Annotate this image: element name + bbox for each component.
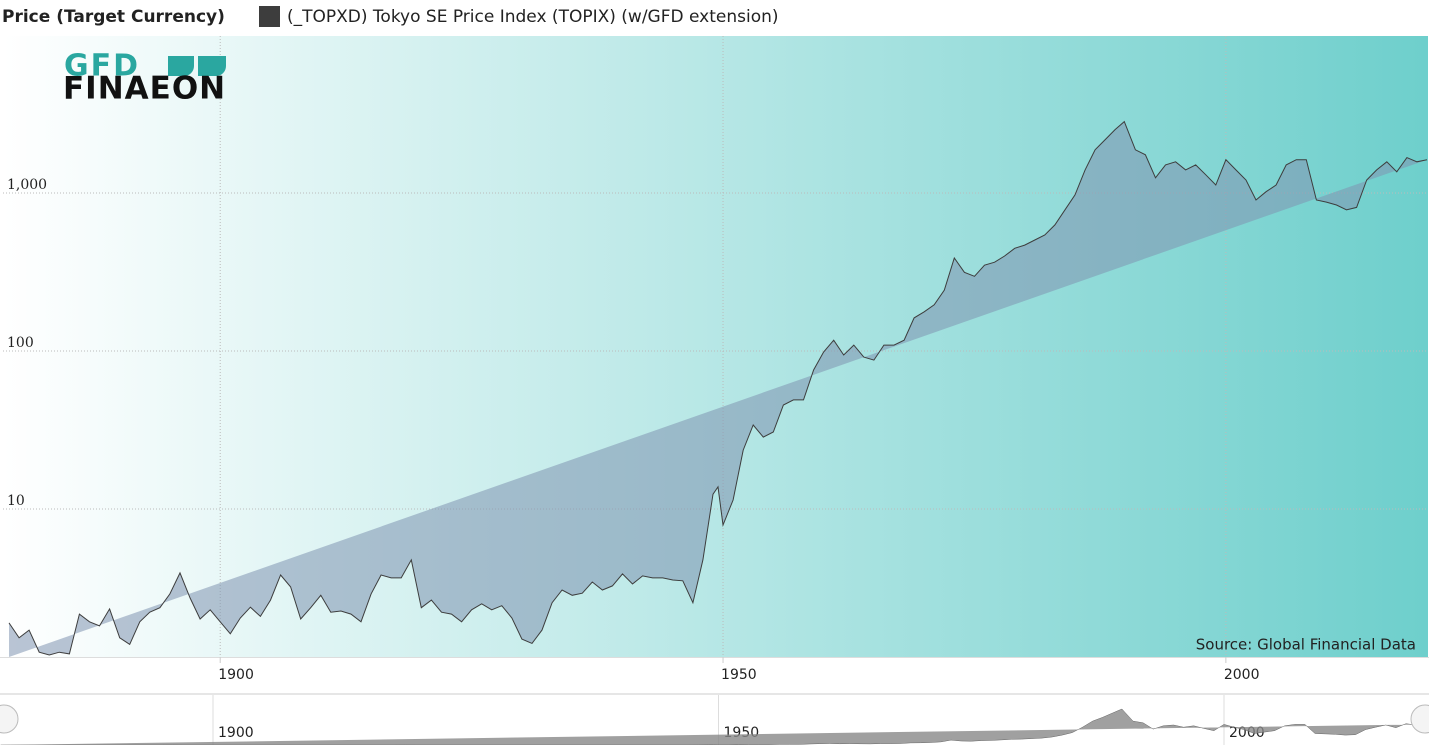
navigator-handle-left[interactable] (0, 704, 19, 734)
logo-top: GFD (64, 49, 140, 84)
legend-swatch[interactable] (259, 6, 280, 27)
legend-label[interactable]: (_TOPXD) Tokyo SE Price Index (TOPIX) (w… (287, 7, 779, 27)
line (8, 120, 1428, 656)
chart-title: Price (Target Currency) (2, 7, 225, 27)
navigator-area (0, 708, 1427, 745)
navigator-tick-label: 1900 (218, 725, 254, 741)
x-tick-label: 1900 (218, 667, 254, 683)
logo-leaf (168, 56, 226, 76)
plot-background (3, 36, 1428, 657)
y-tick-label: 1,000 (7, 177, 47, 193)
x-tick-label: 2000 (1224, 667, 1260, 683)
logo-bottom: FINAEON (63, 71, 226, 107)
area (9, 121, 1427, 658)
y-tick-label: 10 (7, 493, 25, 509)
navigator-handle-right[interactable] (1410, 704, 1429, 734)
x-tick-label: 1950 (721, 667, 757, 683)
source-note: Source: Global Financial Data (1196, 636, 1416, 654)
y-tick-label: 100 (7, 335, 34, 351)
